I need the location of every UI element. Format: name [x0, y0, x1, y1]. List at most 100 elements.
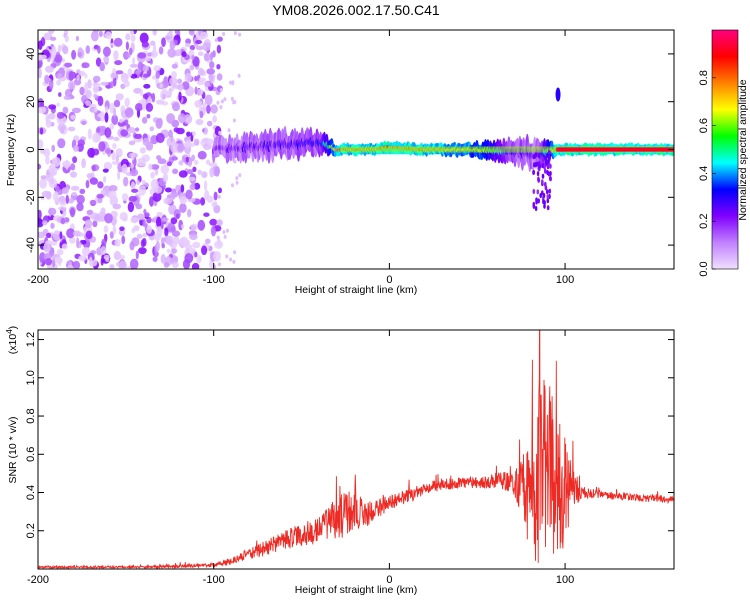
noise-cell — [128, 195, 138, 202]
y-tick-label: 0.8 — [25, 408, 37, 423]
noise-cell — [86, 173, 93, 179]
noise-cell — [168, 129, 173, 139]
noise-cell — [76, 194, 85, 204]
noise-cell — [211, 225, 216, 237]
noise-cell — [152, 30, 157, 36]
noise-cell — [164, 227, 169, 237]
noise-cell — [195, 45, 204, 51]
noise-cell — [111, 160, 120, 165]
noise-cell — [173, 127, 180, 133]
noise-cell — [150, 40, 156, 46]
noise-cell — [39, 178, 47, 189]
noise-cell — [45, 119, 52, 128]
noise-cell — [62, 106, 69, 114]
noise-cell — [181, 155, 186, 163]
noise-cell — [206, 104, 211, 114]
noise-cell — [38, 40, 43, 50]
noise-cell — [235, 180, 239, 185]
x-tick-label: -200 — [27, 274, 49, 286]
noise-cell — [72, 230, 81, 237]
noise-cell — [195, 39, 203, 45]
noise-cell — [70, 163, 76, 171]
noise-cell — [85, 180, 90, 189]
noise-cell — [155, 132, 165, 144]
noise-cell — [200, 31, 209, 39]
noise-cell — [96, 193, 104, 199]
y-tick-label: 0 — [25, 146, 37, 152]
noise-cell — [59, 197, 67, 204]
noise-cell — [84, 73, 88, 79]
noise-cell — [146, 225, 153, 234]
snr-panel: -200 -100 0 100 0.2 0.4 0.6 0.8 1.0 1.2 Height of… — [5, 326, 675, 596]
noise-cell — [156, 211, 163, 219]
noise-cell — [160, 164, 170, 175]
noise-cell — [205, 159, 211, 165]
noise-cell — [175, 49, 182, 57]
noise-cell — [120, 129, 129, 137]
noise-cell — [51, 144, 55, 153]
noise-cell — [235, 176, 239, 181]
signal-cell — [549, 163, 552, 169]
noise-cell — [204, 127, 208, 134]
noise-cell — [85, 230, 93, 240]
noise-cell — [108, 190, 117, 199]
noise-cell — [119, 226, 125, 231]
signal-blob — [555, 87, 561, 102]
noise-cell — [179, 203, 187, 213]
tone-band-mid — [340, 146, 674, 153]
signal-cell — [541, 173, 545, 179]
noise-cell — [151, 49, 157, 59]
noise-cell — [180, 184, 185, 193]
noise-cell — [194, 251, 198, 258]
noise-cell — [81, 120, 87, 125]
noise-cell — [60, 217, 66, 225]
noise-cell — [163, 197, 173, 205]
noise-cell — [85, 45, 91, 54]
noise-cell — [130, 216, 139, 224]
noise-cell — [131, 152, 135, 161]
noise-cell — [178, 160, 184, 166]
noise-cell — [177, 78, 183, 84]
noise-cell — [185, 156, 189, 163]
noise-cell — [103, 176, 107, 183]
noise-cell — [70, 171, 77, 178]
noise-cell — [195, 118, 204, 126]
noise-cell — [46, 232, 52, 238]
noise-cell — [153, 250, 159, 258]
noise-cell — [186, 169, 194, 175]
noise-cell — [113, 99, 121, 108]
noise-cell — [218, 130, 222, 135]
noise-cell — [137, 213, 145, 221]
noise-cell — [85, 89, 92, 99]
x-tick-label: -200 — [27, 574, 49, 586]
noise-cell — [206, 120, 213, 127]
noise-cell — [133, 87, 143, 94]
signal-cell — [537, 161, 541, 167]
spectrogram-xlabel: Height of straight line (km) — [295, 284, 418, 296]
noise-cell — [200, 197, 206, 206]
noise-cell — [113, 136, 120, 142]
noise-cell — [128, 47, 133, 56]
noise-cell — [123, 51, 130, 60]
noise-cell — [178, 170, 188, 178]
noise-cell — [44, 258, 53, 266]
noise-cell — [76, 202, 84, 212]
noise-cell — [63, 95, 71, 101]
noise-cell — [58, 92, 62, 97]
noise-cell — [233, 100, 237, 104]
signal-cell — [544, 168, 547, 174]
noise-cell — [62, 45, 69, 55]
noise-cell — [48, 79, 54, 90]
snr-scale-label: (x104) — [5, 326, 19, 354]
tone-band-core — [556, 147, 674, 152]
noise-cell — [39, 127, 44, 135]
noise-cell — [202, 42, 211, 52]
noise-cell — [54, 256, 63, 264]
noise-cell — [165, 235, 174, 246]
noise-cell — [150, 171, 155, 179]
noise-cell — [142, 237, 147, 247]
noise-cell — [135, 127, 140, 132]
noise-cell — [183, 141, 192, 148]
noise-cell — [238, 173, 242, 178]
